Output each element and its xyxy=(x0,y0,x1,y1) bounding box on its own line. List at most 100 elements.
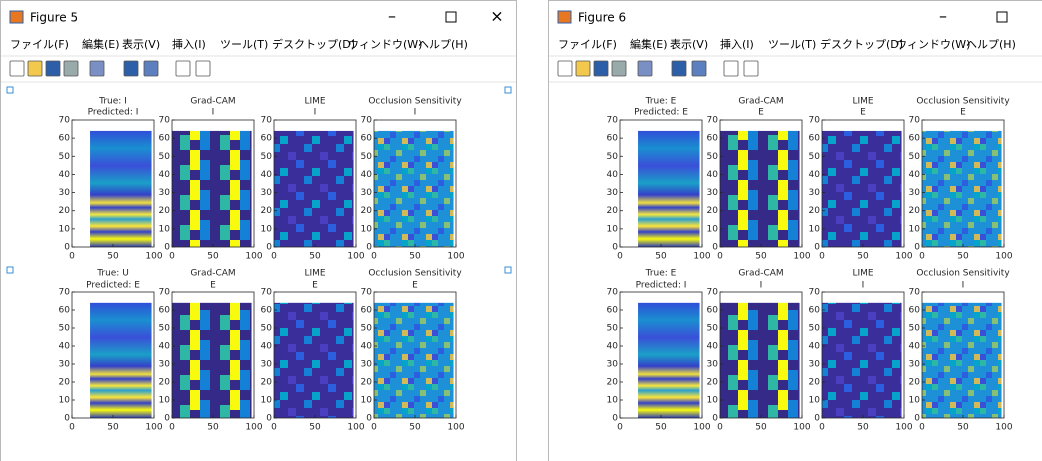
y-tick-label: 70 xyxy=(909,288,921,298)
menu-item[interactable]: ヘルプ(H) xyxy=(966,38,1016,51)
y-tick-label: 60 xyxy=(361,306,373,316)
y-tick-label: 40 xyxy=(361,342,373,352)
x-tick-label: 50 xyxy=(655,423,667,433)
y-tick-label: 50 xyxy=(159,324,171,334)
toolbar-button[interactable] xyxy=(672,61,686,76)
menu-item[interactable]: 挿入(I) xyxy=(172,37,206,51)
toolbar-button[interactable] xyxy=(176,61,190,76)
y-tick-label: 50 xyxy=(59,152,71,162)
y-tick-label: 10 xyxy=(607,396,619,406)
toolbar-button[interactable] xyxy=(46,61,60,76)
menu-item[interactable]: 挿入(I) xyxy=(720,37,754,51)
heatmap-image xyxy=(822,303,902,418)
menu-item[interactable]: デスクトップ(D) xyxy=(272,37,355,51)
y-tick-label: 50 xyxy=(361,152,373,162)
plot-title: LIME xyxy=(304,97,325,107)
x-tick-label: 0 xyxy=(919,252,925,262)
plot-subtitle: E xyxy=(758,108,764,118)
toolbar-button[interactable] xyxy=(692,61,706,76)
toolbar-button[interactable] xyxy=(594,61,608,76)
x-tick-label: 0 xyxy=(617,252,623,262)
toolbar-button[interactable] xyxy=(612,61,626,76)
y-tick-label: 10 xyxy=(809,396,821,406)
y-tick-label: 40 xyxy=(707,170,719,180)
menu-item[interactable]: ファイル(F) xyxy=(558,38,617,51)
plot-subtitle: Predicted: E xyxy=(634,108,688,118)
menu-item[interactable]: デスクトップ(D) xyxy=(820,37,903,51)
x-tick-label: 100 xyxy=(447,252,464,262)
plot-title: LIME xyxy=(852,97,873,107)
plot-subtitle: I xyxy=(862,281,865,291)
y-tick-label: 60 xyxy=(261,134,273,144)
y-tick-label: 70 xyxy=(707,116,719,126)
screen: Figure 5–×ファイル(F)編集(E)表示(V)挿入(I)ツール(T)デス… xyxy=(0,0,1042,461)
menu-item[interactable]: ウィンドウ(W) xyxy=(348,38,422,51)
y-tick-label: 60 xyxy=(909,134,921,144)
x-tick-label: 50 xyxy=(857,423,869,433)
y-tick-label: 30 xyxy=(707,360,719,370)
toolbar-button[interactable] xyxy=(28,61,42,76)
toolbar-button[interactable] xyxy=(576,61,590,76)
y-tick-label: 60 xyxy=(707,306,719,316)
toolbar-button[interactable] xyxy=(744,61,758,76)
x-tick-label: 100 xyxy=(347,423,364,433)
heatmap-image xyxy=(172,131,252,247)
plot-subtitle: Predicted: E xyxy=(86,281,140,291)
menu-item[interactable]: ツール(T) xyxy=(768,38,816,51)
y-tick-label: 20 xyxy=(59,206,71,216)
x-tick-label: 50 xyxy=(755,252,767,262)
x-tick-label: 0 xyxy=(617,423,623,433)
y-tick-label: 60 xyxy=(607,306,619,316)
y-tick-label: 60 xyxy=(59,306,71,316)
y-tick-label: 40 xyxy=(159,342,171,352)
toolbar-button[interactable] xyxy=(10,61,24,76)
menu-item[interactable]: 編集(E) xyxy=(82,37,120,51)
plot-title: True: E xyxy=(645,269,677,279)
figure-window: Figure 6–×ファイル(F)編集(E)表示(V)挿入(I)ツール(T)デス… xyxy=(549,1,1042,461)
menu-item[interactable]: 編集(E) xyxy=(630,37,668,51)
y-tick-label: 70 xyxy=(607,116,619,126)
minimize-button[interactable]: – xyxy=(939,7,947,26)
y-tick-label: 50 xyxy=(909,324,921,334)
toolbar-button[interactable] xyxy=(196,61,210,76)
toolbar-button[interactable] xyxy=(558,61,572,76)
x-tick-label: 50 xyxy=(309,252,321,262)
close-button[interactable]: × xyxy=(490,7,503,26)
plot-subtitle: E xyxy=(210,281,216,291)
menu-item[interactable]: 表示(V) xyxy=(122,37,160,51)
y-tick-label: 30 xyxy=(159,360,171,370)
toolbar-button[interactable] xyxy=(124,61,138,76)
toolbar-button[interactable] xyxy=(144,61,158,76)
x-tick-label: 100 xyxy=(145,252,162,262)
plot-subtitle: I xyxy=(212,108,215,118)
x-tick-label: 0 xyxy=(919,423,925,433)
y-tick-label: 20 xyxy=(707,206,719,216)
y-tick-label: 30 xyxy=(59,360,71,370)
plot-subtitle: I xyxy=(760,281,763,291)
x-tick-label: 0 xyxy=(169,423,175,433)
toolbar-button[interactable] xyxy=(64,61,78,76)
x-tick-label: 0 xyxy=(271,252,277,262)
menu-item[interactable]: 表示(V) xyxy=(670,37,708,51)
toolbar-button[interactable] xyxy=(90,61,104,76)
y-tick-label: 40 xyxy=(809,170,821,180)
y-tick-label: 30 xyxy=(361,188,373,198)
x-tick-label: 0 xyxy=(371,423,377,433)
y-tick-label: 40 xyxy=(909,170,921,180)
plot-subtitle: E xyxy=(312,281,318,291)
menu-item[interactable]: ツール(T) xyxy=(220,38,268,51)
y-tick-label: 10 xyxy=(59,224,71,234)
x-tick-label: 100 xyxy=(895,423,912,433)
menu-item[interactable]: ヘルプ(H) xyxy=(418,38,468,51)
window-title: Figure 6 xyxy=(578,11,626,25)
menu-item[interactable]: ファイル(F) xyxy=(10,38,69,51)
plot-title: Occlusion Sensitivity xyxy=(916,97,1010,107)
y-tick-label: 10 xyxy=(809,224,821,234)
toolbar-button[interactable] xyxy=(724,61,738,76)
y-tick-label: 50 xyxy=(707,152,719,162)
y-tick-label: 50 xyxy=(59,324,71,334)
menu-item[interactable]: ウィンドウ(W) xyxy=(896,38,970,51)
toolbar-button[interactable] xyxy=(638,61,652,76)
minimize-button[interactable]: – xyxy=(388,7,396,26)
y-tick-label: 40 xyxy=(607,342,619,352)
